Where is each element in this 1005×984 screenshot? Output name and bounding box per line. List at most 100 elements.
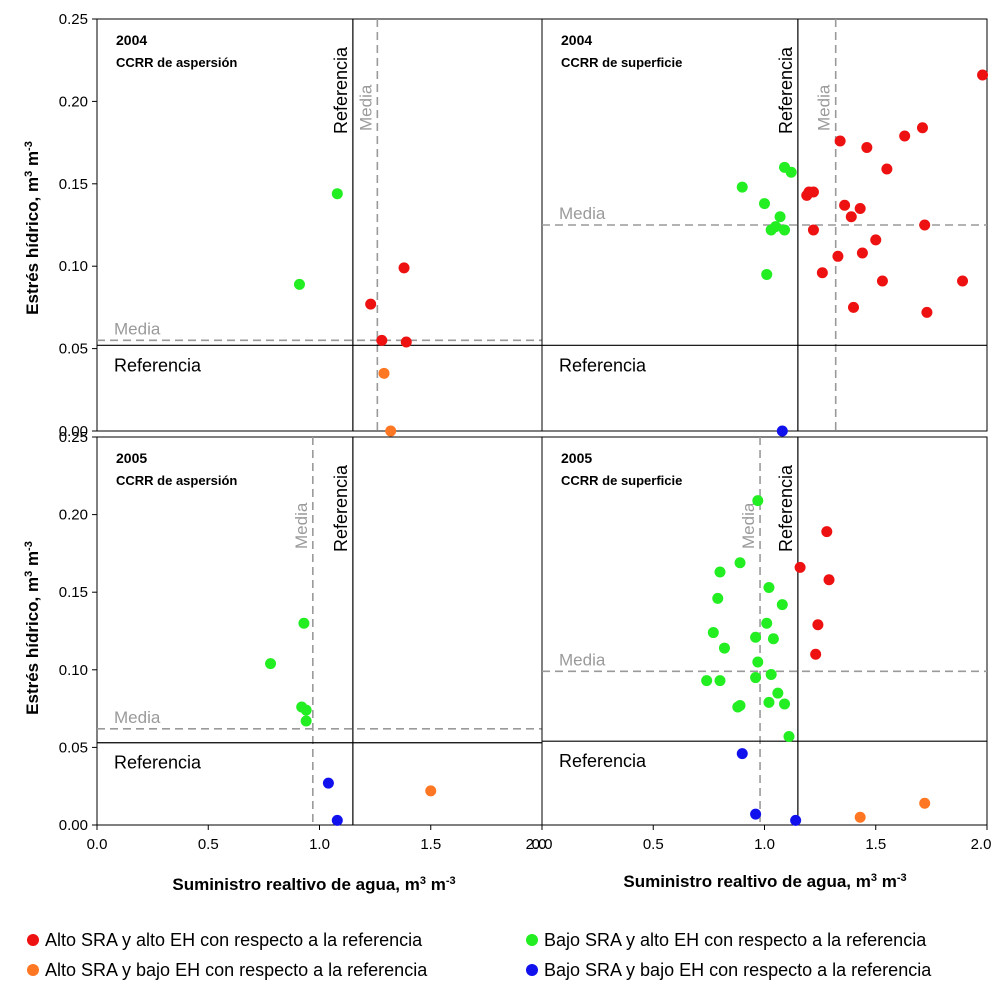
data-point-bajo-sra-alto-eh <box>785 166 797 178</box>
x-axis-title-left: Suministro realtivo de agua, m3 m-3 <box>172 875 455 894</box>
y-axis-title-exp: 3 <box>23 571 35 577</box>
data-point-bajo-sra-alto-eh <box>300 715 312 727</box>
panel-2004-superficie: Referencia Media Referencia Media 2004 CCRR d… <box>541 18 989 437</box>
data-point-bajo-sra-alto-eh <box>714 675 726 687</box>
data-point-bajo-sra-alto-eh <box>765 224 777 236</box>
data-point-alto-sra-alto-eh <box>870 234 882 246</box>
data-point-bajo-sra-bajo-eh <box>736 748 748 760</box>
data-point-bajo-sra-alto-eh <box>763 696 775 708</box>
x-axis-title-unit-exp: -3 <box>897 872 907 884</box>
data-point-bajo-sra-alto-eh <box>767 633 779 645</box>
data-point-alto-sra-bajo-eh <box>425 785 437 797</box>
data-point-bajo-sra-bajo-eh <box>750 808 762 820</box>
data-point-bajo-sra-alto-eh <box>734 557 746 569</box>
x-tick-label: 1.0 <box>754 836 775 853</box>
data-point-alto-sra-alto-eh <box>839 199 851 211</box>
y-axis-title-text: Estrés hídrico, m <box>23 577 42 715</box>
legend-marker-alto-sra-alto-eh <box>27 934 39 946</box>
reference-label-horizontal: Referencia <box>114 753 202 773</box>
panel-2004-aspersion: 0.00 0.05 0.10 0.15 0.20 0.25 Referencia Media R… <box>59 11 543 440</box>
x-tick-label: 2.0 <box>526 836 547 853</box>
y-axis-title-2005: Estrés hídrico, m3 m-3 <box>23 541 42 715</box>
panels: 0.000.050.100.150.200.25ReferenciaMediaR… <box>59 11 992 853</box>
legend-label-bajo-sra-alto-eh: Bajo SRA y alto EH con respecto a la ref… <box>544 930 927 950</box>
plot-area <box>97 437 542 825</box>
panel-year-label: 2005 <box>116 450 147 466</box>
data-point-alto-sra-alto-eh <box>398 262 410 274</box>
data-point-bajo-sra-alto-eh <box>265 658 277 670</box>
data-point-bajo-sra-alto-eh <box>783 731 795 743</box>
x-axis-title-exp: 3 <box>420 875 426 887</box>
reference-label-horizontal: Referencia <box>559 751 647 771</box>
legend-marker-bajo-sra-bajo-eh <box>526 964 538 976</box>
data-point-alto-sra-alto-eh <box>876 275 888 287</box>
y-tick-label: 0.15 <box>59 176 88 193</box>
data-point-bajo-sra-alto-eh <box>752 495 764 507</box>
data-point-bajo-sra-bajo-eh <box>790 814 802 826</box>
legend: Alto SRA y alto EH con respecto a la ref… <box>27 930 932 980</box>
reference-label-horizontal: Referencia <box>559 355 647 375</box>
y-axis-title-exp: 3 <box>23 171 35 177</box>
legend-marker-bajo-sra-alto-eh <box>526 934 538 946</box>
data-point-alto-sra-alto-eh <box>899 130 911 142</box>
panel-subtitle: CCRR de aspersión <box>116 55 237 70</box>
data-point-alto-sra-alto-eh <box>919 219 931 231</box>
y-axis-title-unit-exp: -3 <box>23 141 35 151</box>
data-point-alto-sra-bajo-eh <box>854 811 866 823</box>
legend-item-alto-sra-alto-eh: Alto SRA y alto EH con respecto a la ref… <box>27 930 423 950</box>
data-point-bajo-sra-alto-eh <box>750 672 762 684</box>
reference-label-horizontal: Referencia <box>114 355 202 375</box>
data-point-alto-sra-alto-eh <box>856 247 868 259</box>
reference-label-vertical: Referencia <box>331 46 351 134</box>
data-point-bajo-sra-alto-eh <box>763 582 775 594</box>
reference-label-vertical: Referencia <box>331 464 351 552</box>
y-tick-label: 0.00 <box>59 423 88 440</box>
x-tick-label: 1.0 <box>309 836 330 853</box>
data-point-alto-sra-alto-eh <box>854 203 866 215</box>
data-point-bajo-sra-alto-eh <box>752 656 764 668</box>
data-point-bajo-sra-alto-eh <box>759 198 770 210</box>
data-point-alto-sra-alto-eh <box>810 648 822 660</box>
y-axis-title-unit: m <box>23 551 42 571</box>
svg-text:Estrés hídrico, m3 m-3: Estrés hídrico, m3 m-3 <box>23 141 42 315</box>
y-axis-title-text: Estrés hídrico, m <box>23 177 42 315</box>
data-point-alto-sra-alto-eh <box>881 163 893 175</box>
y-tick-label: 0.25 <box>59 429 88 446</box>
data-point-alto-sra-alto-eh <box>821 526 833 538</box>
data-point-alto-sra-alto-eh <box>801 189 813 201</box>
mean-label-vertical: Media <box>739 502 758 549</box>
x-axis-title-unit: m <box>426 875 446 894</box>
mean-label-vertical: Media <box>815 84 834 131</box>
x-axis-title-exp: 3 <box>871 872 877 884</box>
mean-label-horizontal: Media <box>114 708 161 727</box>
y-tick-label: 0.20 <box>59 93 88 110</box>
data-point-bajo-sra-alto-eh <box>772 687 784 699</box>
data-point-bajo-sra-alto-eh <box>779 698 791 710</box>
data-point-bajo-sra-alto-eh <box>776 599 788 611</box>
data-point-alto-sra-bajo-eh <box>919 797 931 809</box>
y-axis-title-unit: m <box>23 151 42 171</box>
data-point-alto-sra-alto-eh <box>957 275 969 287</box>
mean-label-horizontal: Media <box>559 650 606 669</box>
panel-2005-aspersion: 0.00 0.05 0.10 0.15 0.20 0.25 0.0 0.5 1.0 1.5 2.0 R… <box>59 429 547 853</box>
x-tick-label: 0.5 <box>643 836 664 853</box>
data-point-alto-sra-alto-eh <box>823 574 835 586</box>
panel-year-label: 2005 <box>561 450 592 466</box>
y-axis-title-unit-exp: -3 <box>23 541 35 551</box>
data-point-bajo-sra-alto-eh <box>331 188 343 200</box>
data-point-bajo-sra-alto-eh <box>732 701 744 713</box>
plot-frame <box>96 18 543 432</box>
data-point-bajo-sra-alto-eh <box>765 668 777 680</box>
data-point-bajo-sra-alto-eh <box>298 617 310 629</box>
data-point-alto-sra-alto-eh <box>921 306 933 318</box>
legend-item-bajo-sra-alto-eh: Bajo SRA y alto EH con respecto a la ref… <box>526 930 927 950</box>
data-point-bajo-sra-alto-eh <box>714 566 726 578</box>
plot-area <box>542 437 987 825</box>
data-point-alto-sra-alto-eh <box>794 561 806 573</box>
x-axis-title-unit: m <box>877 872 897 891</box>
data-point-alto-sra-alto-eh <box>916 122 928 134</box>
data-point-alto-sra-alto-eh <box>807 224 819 236</box>
legend-item-alto-sra-bajo-eh: Alto SRA y bajo EH con respecto a la ref… <box>27 960 428 980</box>
data-point-bajo-sra-alto-eh <box>761 268 773 280</box>
